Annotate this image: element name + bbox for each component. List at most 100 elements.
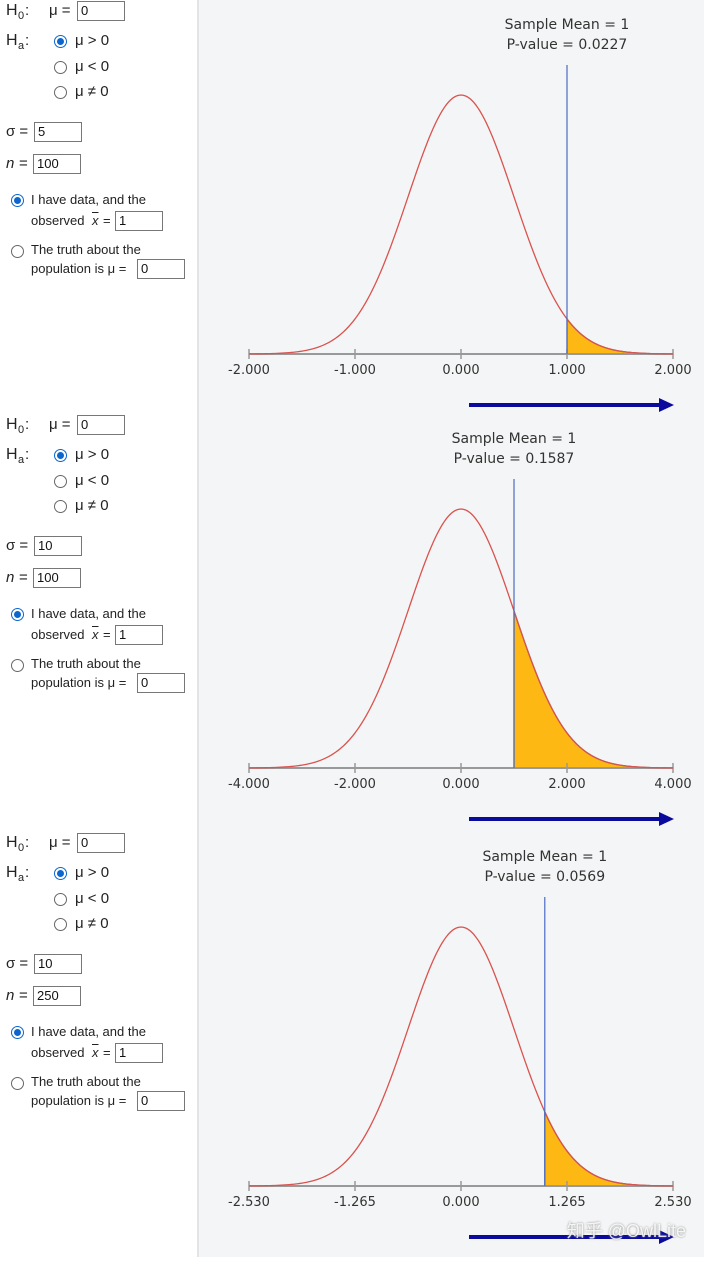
ha-subscript: a xyxy=(18,40,25,52)
density-curve xyxy=(248,926,674,1187)
tail-area xyxy=(566,317,674,355)
h0-mu-label: μ = xyxy=(49,2,71,19)
x-tick-label: 0.000 xyxy=(442,777,479,792)
sigma-label: σ = xyxy=(6,955,29,972)
alternative-option: μ < 0 xyxy=(75,889,110,907)
xbar-input[interactable]: 1 xyxy=(115,625,163,645)
truth-option-line1: The truth about the xyxy=(31,242,141,257)
h0-input[interactable]: 0 xyxy=(77,1,125,21)
n-eq: = xyxy=(19,987,28,1004)
sigma-input[interactable]: 10 xyxy=(34,954,82,974)
h0-input[interactable]: 0 xyxy=(77,833,125,853)
chart-area: -2.530 -1.265 0.000 1.265 2.530 Sample Mean =… xyxy=(199,832,704,1257)
xbar-symbol: x xyxy=(92,213,99,228)
alternative-radio[interactable] xyxy=(54,867,67,880)
data-option-line1: I have data, and the xyxy=(31,192,146,207)
h0-colon: : xyxy=(25,834,30,851)
chart-subtitle: P-value = 0.1587 xyxy=(454,451,575,467)
x-tick-label: 1.000 xyxy=(548,363,585,378)
truth-input[interactable]: 0 xyxy=(137,673,185,693)
x-tick-label: -1.000 xyxy=(334,363,376,378)
sigma-input[interactable]: 10 xyxy=(34,536,82,556)
tail-area xyxy=(544,1111,674,1187)
data-radio[interactable] xyxy=(11,608,24,621)
h0-input[interactable]: 0 xyxy=(77,415,125,435)
alternative-arrowhead xyxy=(659,398,674,412)
chart-subtitle: P-value = 0.0569 xyxy=(484,869,605,885)
data-radio[interactable] xyxy=(11,194,24,207)
ha-label: H xyxy=(6,864,18,881)
chart: -2.000 -1.000 0.000 1.000 2.000 Sample Mean =… xyxy=(228,17,692,412)
data-option-eq: = xyxy=(103,213,111,228)
truth-radio[interactable] xyxy=(11,245,24,258)
n-input[interactable]: 250 xyxy=(33,986,81,1006)
alternative-option: μ > 0 xyxy=(75,32,110,49)
ha-colon: : xyxy=(25,446,30,463)
alternative-radio[interactable] xyxy=(54,918,67,931)
alternative-radio[interactable] xyxy=(54,35,67,48)
h0-subscript: 0 xyxy=(18,424,25,436)
data-option-line2: observed xyxy=(31,627,85,642)
n-input[interactable]: 100 xyxy=(33,154,81,174)
h0-label: H xyxy=(6,416,18,433)
x-tick-label: -1.265 xyxy=(334,1195,376,1210)
ha-label: H xyxy=(6,446,18,463)
h0-mu-label: μ = xyxy=(49,834,71,851)
alternative-radio[interactable] xyxy=(54,474,67,488)
x-tick-label: 2.000 xyxy=(548,777,585,792)
truth-option-line2: population is μ = xyxy=(31,675,127,690)
truth-input[interactable]: 0 xyxy=(137,259,185,279)
truth-option-line2: population is μ = xyxy=(31,261,127,276)
x-tick-label: -2.000 xyxy=(228,363,270,378)
chart-title: Sample Mean = 1 xyxy=(482,849,607,865)
xbar-input[interactable]: 1 xyxy=(115,1043,163,1063)
truth-radio[interactable] xyxy=(11,1077,24,1090)
alternative-option: μ ≠ 0 xyxy=(75,83,109,100)
x-tick-label: 0.000 xyxy=(442,363,479,378)
sigma-label: σ = xyxy=(6,537,29,554)
n-label: n xyxy=(6,155,15,172)
data-option-eq: = xyxy=(103,627,111,642)
truth-option-line1: The truth about the xyxy=(31,1074,141,1089)
truth-option-line2: population is μ = xyxy=(31,1093,127,1108)
h0-colon: : xyxy=(25,416,30,433)
truth-input[interactable]: 0 xyxy=(137,1091,185,1111)
alternative-radio[interactable] xyxy=(54,449,67,462)
alternative-radio[interactable] xyxy=(54,892,67,906)
truth-option-line1: The truth about the xyxy=(31,656,141,671)
x-tick-label: 4.000 xyxy=(654,777,691,792)
alternative-option: μ > 0 xyxy=(75,864,110,881)
sigma-input[interactable]: 5 xyxy=(34,122,82,142)
h0-label: H xyxy=(6,2,18,19)
alternative-arrowhead xyxy=(659,812,674,826)
alternative-radio[interactable] xyxy=(54,500,67,513)
data-radio[interactable] xyxy=(11,1026,24,1039)
h0-mu-label: μ = xyxy=(49,416,71,433)
chart: -2.530 -1.265 0.000 1.265 2.530 Sample Mean =… xyxy=(228,849,692,1244)
alternative-radio[interactable] xyxy=(54,86,67,99)
x-tick-label: 2.000 xyxy=(654,363,691,378)
chart-area: -2.000 -1.000 0.000 1.000 2.000 Sample Mean =… xyxy=(199,0,704,414)
h0-subscript: 0 xyxy=(18,10,25,22)
alternative-radio[interactable] xyxy=(54,60,67,74)
ha-subscript: a xyxy=(18,454,25,466)
alternative-arrowhead xyxy=(659,1230,674,1244)
alternative-option: μ < 0 xyxy=(75,471,110,489)
xbar-input[interactable]: 1 xyxy=(115,211,163,231)
truth-radio[interactable] xyxy=(11,659,24,672)
n-label: n xyxy=(6,987,15,1004)
h0-label: H xyxy=(6,834,18,851)
data-option-line1: I have data, and the xyxy=(31,606,146,621)
n-input[interactable]: 100 xyxy=(33,568,81,588)
x-tick-label: -4.000 xyxy=(228,777,270,792)
h0-colon: : xyxy=(25,2,30,19)
tail-area xyxy=(513,610,674,769)
alternative-option: μ ≠ 0 xyxy=(75,497,109,514)
sigma-label: σ = xyxy=(6,123,29,140)
density-curve xyxy=(248,94,674,355)
